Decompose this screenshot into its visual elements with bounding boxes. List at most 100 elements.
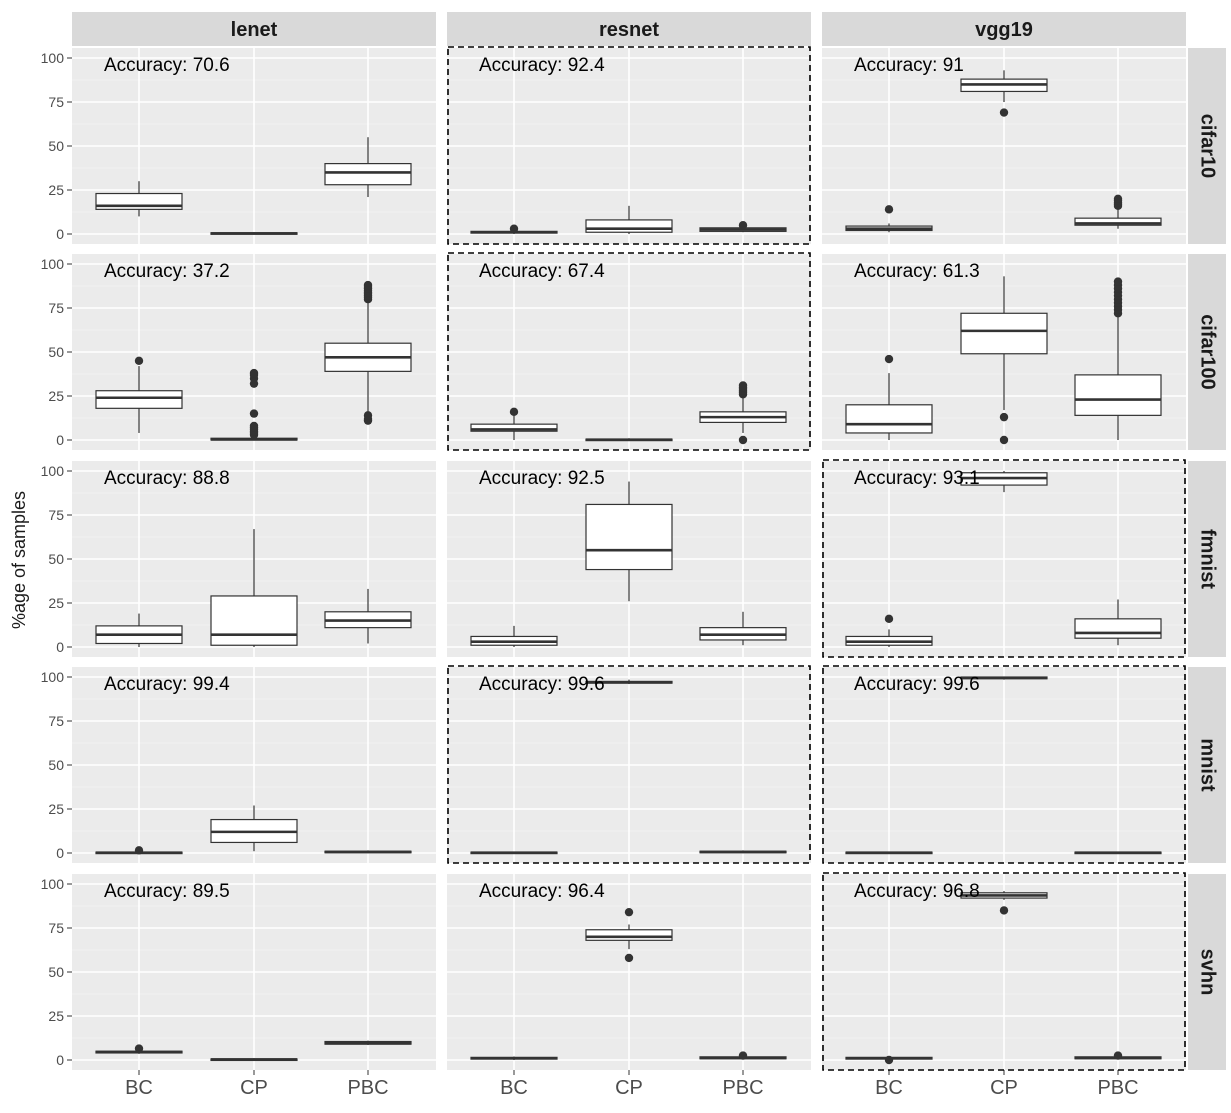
box-iqr bbox=[210, 595, 298, 646]
y-tick-label: 75 bbox=[48, 920, 64, 936]
outlier-point bbox=[249, 368, 259, 378]
box-BC bbox=[845, 1055, 933, 1065]
accuracy-label: Accuracy: 93.1 bbox=[854, 468, 980, 489]
panel-svhn-vgg19: Accuracy: 96.8 bbox=[822, 872, 1186, 1071]
outlier-point bbox=[884, 205, 894, 214]
box-CP bbox=[585, 481, 673, 602]
accuracy-label: Accuracy: 99.4 bbox=[104, 674, 230, 695]
box-iqr bbox=[324, 163, 412, 186]
y-tick-label: 50 bbox=[48, 551, 64, 567]
box-PBC bbox=[324, 850, 412, 854]
box-CP bbox=[210, 232, 298, 235]
box-PBC bbox=[699, 381, 787, 445]
y-tick-label: 75 bbox=[48, 507, 64, 523]
box-PBC bbox=[1074, 851, 1162, 855]
panel-mnist-resnet: Accuracy: 99.6 bbox=[447, 665, 811, 864]
outlier-point bbox=[134, 356, 144, 365]
x-tick-label: PBC bbox=[722, 1077, 763, 1099]
highlight-frame bbox=[447, 252, 811, 451]
box-CP bbox=[585, 438, 673, 442]
box-CP bbox=[960, 70, 1048, 117]
y-tick-label: 25 bbox=[48, 388, 64, 404]
box-PBC bbox=[699, 221, 787, 233]
y-tick-label: 50 bbox=[48, 964, 64, 980]
row-strip-label: svhn bbox=[1197, 949, 1219, 996]
accuracy-label: Accuracy: 70.6 bbox=[104, 55, 230, 76]
outlier-point bbox=[738, 221, 748, 230]
row-strip bbox=[1188, 874, 1226, 1070]
row-strip-label: mnist bbox=[1197, 738, 1219, 792]
box-BC bbox=[95, 181, 183, 217]
box-PBC bbox=[324, 588, 412, 644]
accuracy-label: Accuracy: 92.5 bbox=[479, 468, 605, 489]
box-iqr bbox=[1074, 618, 1162, 639]
row-strip-label: cifar100 bbox=[1197, 314, 1219, 390]
outlier-point bbox=[738, 1051, 748, 1060]
accuracy-label: Accuracy: 37.2 bbox=[104, 261, 230, 282]
box-BC bbox=[470, 407, 558, 440]
box-iqr bbox=[845, 404, 933, 434]
box-PBC bbox=[699, 611, 787, 646]
box-BC bbox=[845, 205, 933, 233]
box-iqr bbox=[585, 219, 673, 233]
box-PBC bbox=[324, 1040, 412, 1046]
column-strip-label: lenet bbox=[231, 19, 278, 41]
outlier-point bbox=[509, 224, 519, 233]
highlight-frame bbox=[822, 459, 1186, 658]
accuracy-label: Accuracy: 91 bbox=[854, 55, 964, 76]
accuracy-label: Accuracy: 67.4 bbox=[479, 261, 605, 282]
y-tick-label: 0 bbox=[56, 432, 64, 448]
y-tick-label: 75 bbox=[48, 300, 64, 316]
y-tick-label: 50 bbox=[48, 757, 64, 773]
column-strip-label: vgg19 bbox=[975, 19, 1033, 41]
outlier-point bbox=[624, 953, 634, 963]
box-BC bbox=[470, 625, 558, 647]
box-BC bbox=[95, 613, 183, 647]
y-axis-label: %age of samples bbox=[9, 491, 29, 629]
box-iqr bbox=[585, 503, 673, 571]
panel-svhn-lenet: Accuracy: 89.5 bbox=[72, 874, 436, 1070]
outlier-point bbox=[999, 412, 1009, 422]
box-iqr bbox=[1074, 374, 1162, 416]
panel-cifar10-lenet: Accuracy: 70.6 bbox=[72, 48, 436, 244]
box-iqr bbox=[1074, 217, 1162, 226]
column-strip bbox=[447, 12, 811, 46]
highlight-frame bbox=[447, 665, 811, 864]
row-strip bbox=[1188, 254, 1226, 450]
y-tick-label: 25 bbox=[48, 801, 64, 817]
y-tick-label: 0 bbox=[56, 1052, 64, 1068]
box-iqr bbox=[95, 390, 183, 409]
accuracy-label: Accuracy: 99.6 bbox=[479, 674, 605, 695]
box-CP bbox=[585, 907, 673, 963]
row-strip bbox=[1188, 461, 1226, 657]
box-CP bbox=[210, 1058, 298, 1062]
accuracy-label: Accuracy: 99.6 bbox=[854, 674, 980, 695]
row-strip bbox=[1188, 667, 1226, 863]
panel-fmnist-resnet: Accuracy: 92.5 bbox=[447, 461, 811, 657]
panel-cifar10-resnet: Accuracy: 92.4 bbox=[447, 46, 811, 245]
box-BC bbox=[470, 224, 558, 234]
x-tick-label: CP bbox=[990, 1077, 1018, 1099]
outlier-point bbox=[999, 435, 1009, 445]
box-BC bbox=[95, 846, 183, 855]
box-BC bbox=[470, 1056, 558, 1060]
y-tick-label: 25 bbox=[48, 1008, 64, 1024]
y-tick-label: 100 bbox=[41, 50, 65, 66]
box-iqr bbox=[960, 312, 1048, 355]
y-tick-label: 100 bbox=[41, 669, 65, 685]
y-tick-label: 75 bbox=[48, 94, 64, 110]
box-CP bbox=[210, 529, 298, 647]
accuracy-label: Accuracy: 92.4 bbox=[479, 55, 605, 76]
box-iqr bbox=[470, 423, 558, 432]
y-tick-label: 50 bbox=[48, 138, 64, 154]
outlier-point bbox=[363, 280, 373, 290]
outlier-point bbox=[1113, 277, 1123, 286]
row-strip-label: fmnist bbox=[1197, 529, 1219, 589]
outlier-point bbox=[363, 411, 373, 420]
box-PBC bbox=[324, 280, 412, 425]
box-CP bbox=[960, 471, 1048, 493]
highlight-frame bbox=[822, 872, 1186, 1071]
y-tick-label: 100 bbox=[41, 256, 65, 272]
box-BC bbox=[845, 354, 933, 440]
